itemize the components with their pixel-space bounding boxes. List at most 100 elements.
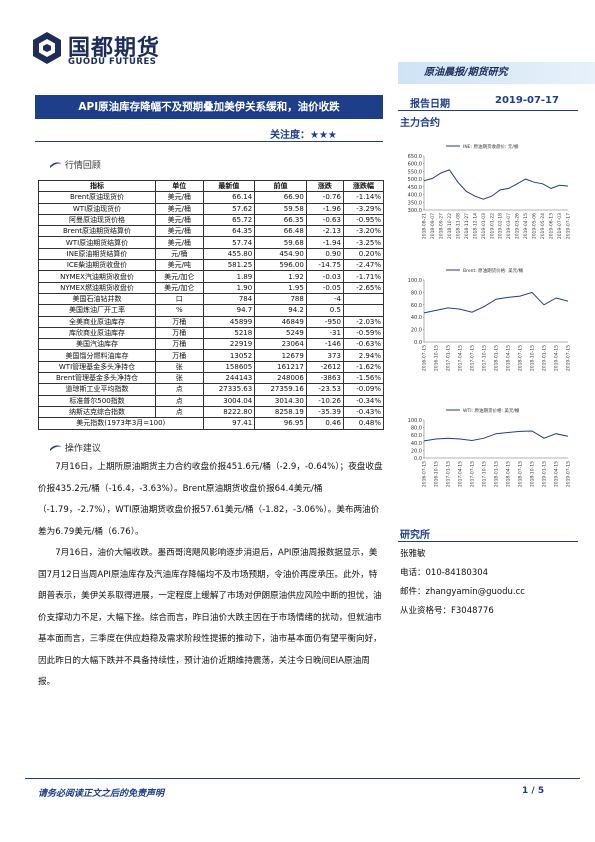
x-tick-label: 2018-04-15 — [506, 345, 512, 371]
rule — [398, 541, 578, 542]
table-cell: 46849 — [254, 315, 307, 328]
table-cell: 596.00 — [254, 259, 307, 272]
table-cell: -31 — [305, 326, 344, 340]
email: 邮件：zhangyamin@guodu.cc — [400, 587, 525, 597]
table-cell: 万桶 — [155, 338, 204, 351]
legend-label: WTI: 原油期货价格: 美元/桶 — [463, 407, 520, 414]
table-cell: -950 — [305, 315, 344, 328]
section-heading: 研究所 — [400, 530, 430, 541]
y-tick-label: 80.0 — [411, 290, 422, 296]
table-cell: 57.62 — [202, 202, 256, 215]
y-tick-label: 40.0 — [411, 441, 422, 447]
y-tick-label: 100.0 — [408, 278, 422, 284]
table-cell: -10.26 — [305, 394, 344, 407]
table-cell: 库欣商业原油库存 — [37, 326, 157, 340]
x-tick-label: 2018-08-21 — [422, 213, 428, 239]
table-cell: 美元/桶 — [155, 236, 204, 249]
table-row: Brent原油期货结算价 美元/桶 64.35 66.48 -2.13 -3.20% — [37, 225, 385, 238]
y-tick-label: 20.0 — [411, 328, 422, 334]
x-tick-label: 2018-11-27 — [464, 213, 470, 239]
table-cell — [342, 292, 385, 306]
section-heading: 主力合约 — [400, 118, 440, 129]
advice-text: 7月16日，上期所原油期货主力合约收盘价报451.6元/桶（-2.9，-0.64… — [38, 457, 383, 694]
x-tick-label: 2019-07-17 — [566, 213, 572, 239]
table-cell: 784 — [202, 292, 256, 306]
table-cell: 581.25 — [202, 259, 256, 272]
x-tick-label: 2016-07-15 — [422, 461, 428, 487]
table-cell: INE原油期货结算价 — [37, 247, 157, 261]
table-cell: WTI管理基金多头净持仓 — [37, 360, 157, 374]
table-cell: 阿曼原油现货价格 — [37, 213, 157, 227]
x-tick-label: 2019-07-03 — [557, 213, 563, 239]
table-cell: -35.39 — [305, 405, 344, 419]
x-tick-label: 2018-07-15 — [518, 345, 524, 371]
line-chart: Brent: 原油期货价格: 美元/桶 0.0 20.0 40.0 60.0 80.0 10… — [408, 267, 572, 371]
table-cell: 万桶 — [155, 326, 204, 340]
table-cell: -1.62% — [342, 360, 385, 374]
table-row: WTI原油现货价 美元/桶 57.62 59.58 -1.96 -3.29% — [37, 202, 385, 215]
table-cell: -0.95% — [342, 213, 385, 227]
icon — [50, 162, 62, 168]
x-tick-label: 2019-05-24 — [540, 213, 546, 239]
table-cell: 5218 — [202, 326, 256, 340]
table-cell: 标准普尔500指数 — [37, 394, 157, 407]
table-cell: 1.89 — [202, 270, 256, 283]
table-cell: -14.75 — [305, 259, 344, 272]
table-cell: 口 — [155, 292, 204, 306]
author: 张雅敏 — [400, 549, 426, 559]
y-tick-label: 0.0 — [414, 340, 422, 346]
icon — [50, 445, 62, 451]
column-header: 涨跌 — [305, 179, 344, 193]
line-chart: WTI: 原油期货价格: 美元/桶 0.0 20.040.0 60.080.0 100.… — [408, 407, 572, 487]
table-cell: -3.29% — [342, 202, 385, 215]
column-header: 指标 — [37, 179, 157, 193]
x-tick-label: 2018-09-27 — [438, 213, 444, 239]
date: 2019-07-17 — [495, 95, 559, 106]
table-cell: 96.95 — [254, 417, 307, 430]
x-tick-label: 2016-10-15 — [434, 461, 440, 487]
header-row: 指标 单位 最新值 前值 涨跌 涨跌幅 — [37, 179, 385, 193]
y-tick-label: 550.0 — [408, 169, 422, 175]
y-tick-label: 400.0 — [408, 193, 422, 199]
y-tick-label: 500.0 — [408, 177, 422, 183]
table-cell: 美元/加仑 — [155, 281, 204, 294]
x-tick-label: 2018-12-14 — [472, 213, 478, 239]
table-cell: 12679 — [254, 349, 307, 362]
table-cell: 美元/桶 — [155, 202, 204, 215]
table-cell: 1.90 — [202, 281, 256, 294]
table-cell: -0.63% — [342, 338, 385, 351]
table-cell: 3004.04 — [202, 394, 256, 407]
y-tick-label: 40.0 — [411, 315, 422, 321]
table-cell: 23064 — [254, 338, 307, 351]
table-cell: 66.48 — [254, 225, 307, 238]
table-row: WTI原油期货结算价 美元/桶 57.74 59.68 -1.94 -3.25% — [37, 236, 385, 249]
x-tick-label: 2017-04-15 — [458, 345, 464, 371]
x-tick-label: 2019-01-15 — [542, 345, 548, 371]
table-cell: 66.90 — [254, 191, 307, 204]
table-row: 美国石油钻井数口 784 788 -4 — [37, 292, 385, 306]
x-tick-label: 2018-11-08 — [455, 213, 461, 239]
y-tick-label: 350.0 — [408, 200, 422, 206]
x-tick-label: 2019-04-15 — [523, 213, 529, 239]
table-cell: -2.13 — [305, 225, 344, 238]
table-cell: 27335.63 — [202, 383, 256, 396]
table-cell: 161217 — [254, 360, 307, 374]
column-header: 涨跌幅 — [342, 179, 385, 193]
table-cell: 13052 — [202, 349, 256, 362]
table-cell: -2612 — [305, 360, 344, 374]
table-cell: 元/桶 — [155, 247, 204, 261]
table-cell: 0.5 — [305, 304, 344, 317]
table-cell: 97.41 — [202, 417, 256, 430]
x-tick-label: 2019-06-13 — [549, 213, 555, 239]
table-cell: 66.14 — [202, 191, 256, 204]
y-tick-label: 450.0 — [408, 185, 422, 191]
table-cell: -0.43% — [342, 405, 385, 419]
table-cell: 0.46 — [305, 417, 344, 430]
table-row: 标准普尔500指数点 3004.04 3014.30 -10.26 -0.34% — [37, 394, 385, 407]
x-tick-label: 2019-02-18 — [498, 213, 504, 239]
x-tick-label: 2017-07-15 — [470, 461, 476, 487]
table-row: 美国馏分燃料油库存 万桶 13052 12679 373 2.94% — [37, 349, 385, 362]
license: 从业资格号：F3048776 — [400, 606, 494, 616]
table-row: 道琼斯工业平均指数点 27335.63 27359.16 -23.53 -0.09% — [37, 383, 385, 396]
